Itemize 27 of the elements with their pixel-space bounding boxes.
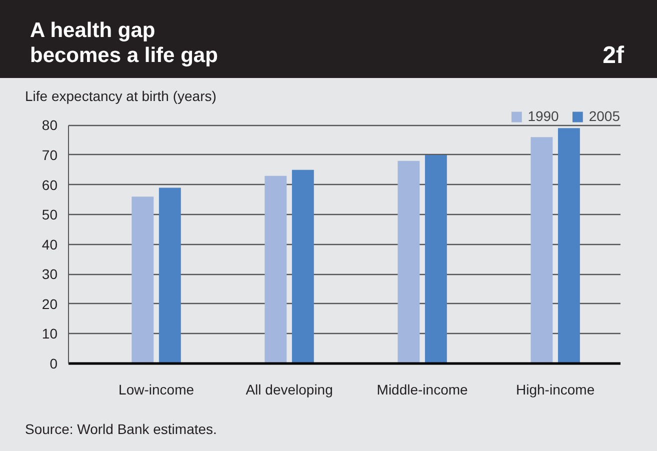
x-tick-label: High-income [516,382,595,398]
y-tick-label: 40 [42,236,58,252]
y-tick-label: 70 [42,146,58,163]
y-tick-label: 80 [42,117,58,134]
bar [530,137,553,364]
bar [424,154,447,364]
source-note: Source: World Bank estimates. [24,420,217,439]
legend-label: 2005 [588,108,620,124]
text: 2f [602,42,624,69]
y-tick-label: 60 [42,176,58,193]
y-axis-title: Life expectancy at birth (years) [24,87,216,105]
bar [398,160,420,364]
bar [132,196,154,364]
y-tick-label: 20 [42,296,58,312]
bar [264,176,287,364]
bar [158,188,181,364]
y-tick-label: 50 [42,206,58,223]
x-tick-label: All developing [246,382,333,398]
x-tick-label: Low-income [118,382,194,398]
y-tick-label: 10 [42,326,58,342]
chart-title: A health gap becomes a life gap [30,18,218,68]
x-tick-label: Middle-income [376,382,468,398]
y-tick-label: 30 [42,266,58,282]
y-tick-label: 0 [50,356,58,372]
bar [292,170,314,364]
legend-label: 1990 [528,108,559,124]
bar [558,128,580,364]
